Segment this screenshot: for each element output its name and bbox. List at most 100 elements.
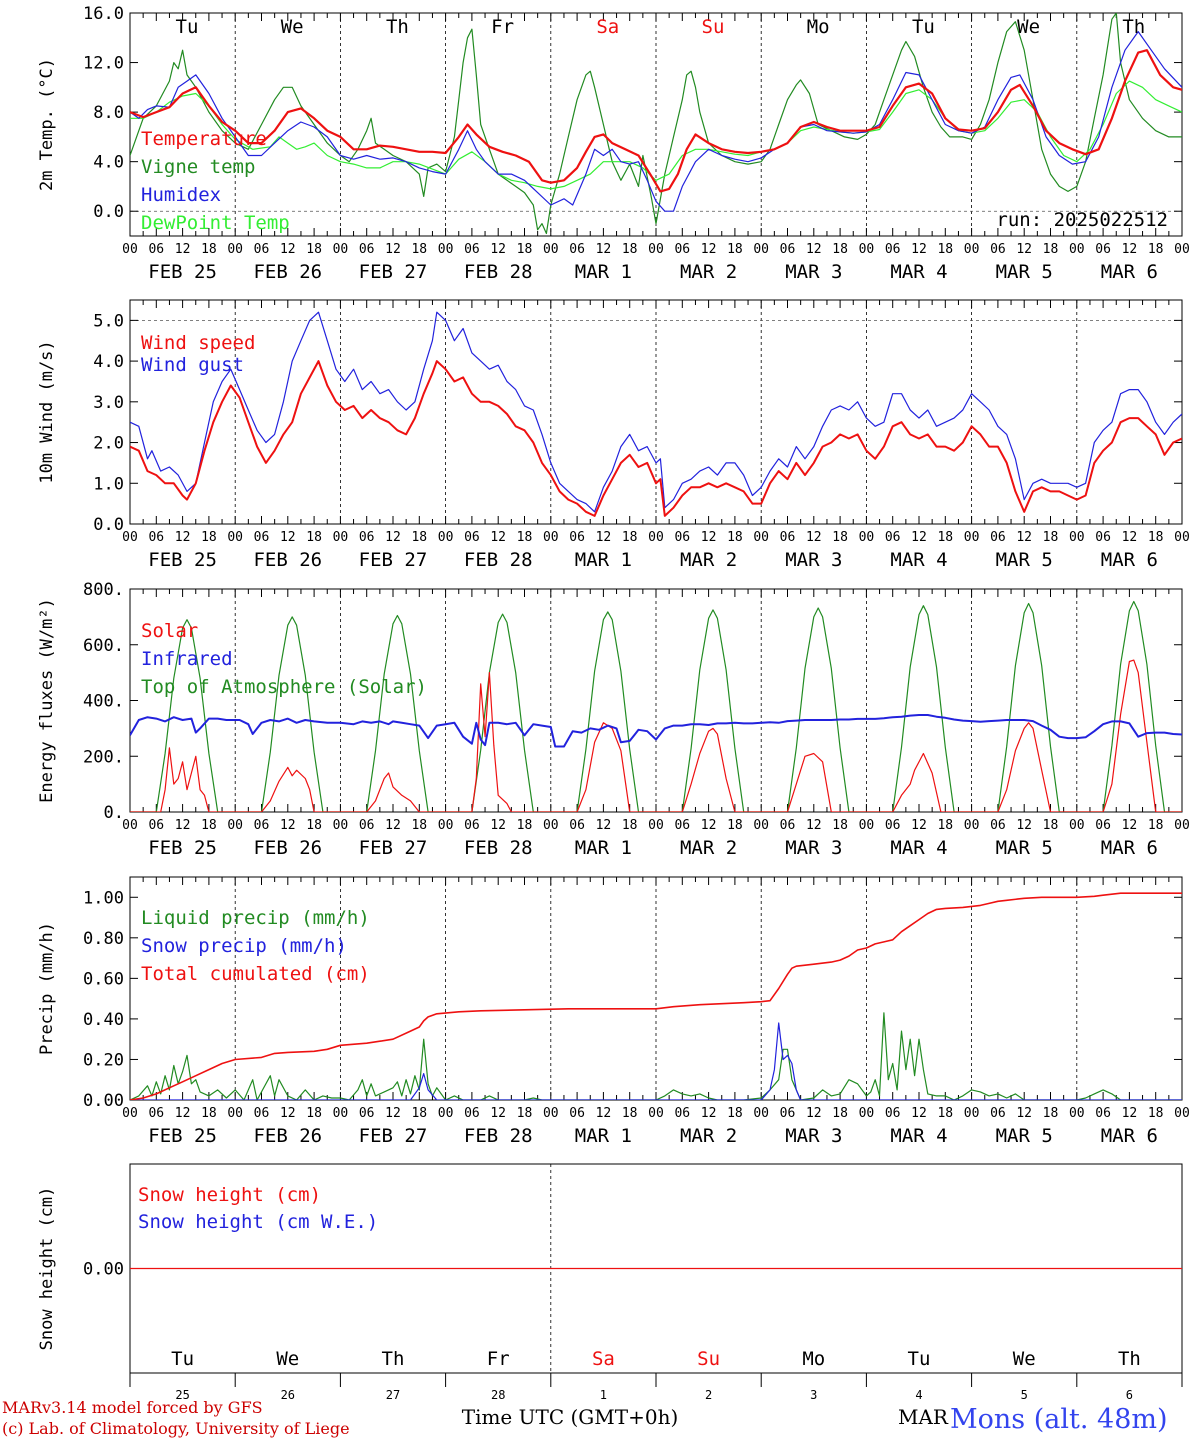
- date-label: FEB 28: [464, 261, 533, 283]
- hour-label: 12: [806, 1106, 822, 1121]
- hour-label: 12: [1122, 530, 1138, 545]
- hour-label: 00: [753, 530, 769, 545]
- date-label: FEB 27: [359, 261, 428, 283]
- hour-label: 12: [280, 1106, 296, 1121]
- legend-entry: Total cumulated (cm): [141, 963, 370, 985]
- date-label: MAR 5: [996, 261, 1053, 283]
- hour-label: 12: [911, 242, 927, 257]
- series-humidex: [130, 31, 1182, 212]
- hour-label: 00: [753, 242, 769, 257]
- hour-label: 06: [885, 1106, 901, 1121]
- hour-label: 18: [1148, 530, 1164, 545]
- hour-label: 06: [780, 818, 796, 833]
- hour-label: 12: [175, 242, 191, 257]
- series-infrared: [130, 714, 1182, 748]
- month-label: MAR: [898, 1405, 949, 1429]
- legend-entry: Infrared: [141, 648, 233, 670]
- hour-label: 18: [306, 530, 322, 545]
- date-label: MAR 4: [890, 837, 947, 859]
- series-wind-speed: [130, 360, 1182, 517]
- weekday-label: Th: [1118, 1348, 1141, 1370]
- plot-frame: [129, 12, 1183, 237]
- weekday-label: Mo: [807, 16, 830, 38]
- hour-label: 12: [1122, 1106, 1138, 1121]
- day-number: 25: [175, 1388, 189, 1402]
- date-label: FEB 26: [253, 549, 322, 571]
- day-number: 6: [1126, 1388, 1133, 1402]
- hour-label: 12: [806, 530, 822, 545]
- hour-label: 18: [411, 242, 427, 257]
- hour-label: 06: [148, 818, 164, 833]
- weekday-label: Fr: [491, 16, 514, 38]
- hour-label: 18: [517, 818, 533, 833]
- hour-label: 06: [464, 242, 480, 257]
- hour-label: 18: [1043, 818, 1059, 833]
- weekday-label: Tu: [171, 1348, 194, 1370]
- date-label: MAR 2: [680, 1125, 737, 1147]
- date-label: FEB 26: [253, 1125, 322, 1147]
- hour-label: 00: [1069, 1106, 1085, 1121]
- y-tick-label: 0.80: [83, 929, 124, 949]
- date-label: MAR 2: [680, 837, 737, 859]
- series-liquid-precip-mm-h: [130, 1012, 1182, 1100]
- hour-label: 00: [543, 530, 559, 545]
- hour-label: 00: [753, 818, 769, 833]
- hour-label: 06: [990, 242, 1006, 257]
- legend-entry: Snow precip (mm/h): [141, 935, 347, 957]
- hour-label: 18: [937, 530, 953, 545]
- y-tick-label: 8.0: [93, 103, 124, 123]
- series-top-of-atmosphere-solar: [130, 600, 1182, 812]
- legend-entry: DewPoint Temp: [141, 212, 290, 234]
- hour-label: 18: [1148, 242, 1164, 257]
- hour-label: 18: [517, 242, 533, 257]
- date-label: MAR 4: [890, 549, 947, 571]
- panels: 0.04.08.012.016.02m Temp. (°C) Temperatur…: [37, 4, 1190, 1402]
- hour-label: 12: [701, 242, 717, 257]
- hour-label: 12: [490, 242, 506, 257]
- hour-label: 18: [727, 1106, 743, 1121]
- hour-label: 06: [254, 242, 270, 257]
- weekday-label: Su: [697, 1348, 720, 1370]
- legend-entry: Humidex: [141, 184, 221, 206]
- hour-label: 18: [832, 242, 848, 257]
- hour-label: 18: [201, 818, 217, 833]
- hour-label: 18: [727, 242, 743, 257]
- panel-5: 0.00 Snow height (cm) Snow height (cm) Snow…: [37, 1163, 1183, 1402]
- hour-label: 12: [175, 530, 191, 545]
- hour-label: 18: [1148, 818, 1164, 833]
- hour-label: 12: [1016, 818, 1032, 833]
- hour-label: 18: [517, 530, 533, 545]
- hour-label: 06: [674, 530, 690, 545]
- hour-label: 12: [1016, 1106, 1032, 1121]
- hour-label: 06: [674, 818, 690, 833]
- hour-label: 12: [701, 530, 717, 545]
- date-label: FEB 28: [464, 1125, 533, 1147]
- hour-label: 06: [569, 242, 585, 257]
- date-label: MAR 5: [996, 1125, 1053, 1147]
- hour-label: 06: [148, 1106, 164, 1121]
- weekday-label: Th: [386, 16, 409, 38]
- hour-label: 12: [596, 530, 612, 545]
- hour-label: 06: [1095, 530, 1111, 545]
- hour-label: 00: [964, 530, 980, 545]
- hour-label: 12: [490, 1106, 506, 1121]
- hour-label: 00: [1069, 818, 1085, 833]
- date-label: MAR 3: [785, 1125, 842, 1147]
- date-label: MAR 3: [785, 837, 842, 859]
- hour-label: 00: [1069, 242, 1085, 257]
- legend-entry: Liquid precip (mm/h): [141, 907, 370, 929]
- hour-label: 12: [596, 1106, 612, 1121]
- hour-label: 00: [333, 530, 349, 545]
- day-number: 4: [915, 1388, 922, 1402]
- weekday-label: Tu: [912, 16, 935, 38]
- hour-label: 18: [306, 818, 322, 833]
- hour-label: 12: [701, 818, 717, 833]
- hour-label: 18: [937, 242, 953, 257]
- y-tick-label: 0.: [104, 803, 124, 823]
- legend-entry: Snow height (cm): [138, 1184, 321, 1206]
- hour-label: 18: [411, 818, 427, 833]
- hour-label: 06: [1095, 1106, 1111, 1121]
- legend-entry: Vigne temp: [141, 156, 255, 178]
- date-label: MAR 2: [680, 549, 737, 571]
- hour-label: 06: [1095, 818, 1111, 833]
